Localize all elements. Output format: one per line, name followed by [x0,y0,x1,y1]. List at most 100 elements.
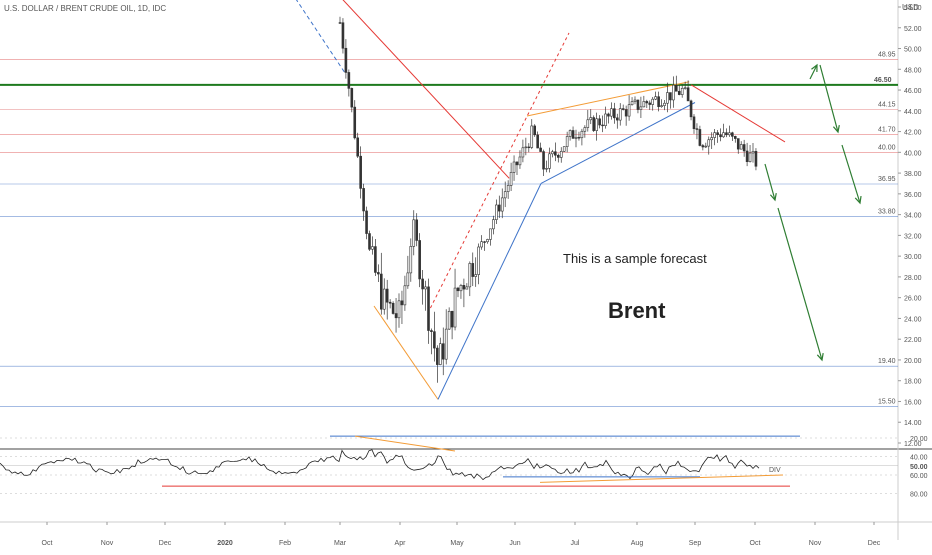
candle-body [489,228,492,240]
candle-body [636,99,640,110]
y-tick-label: 32.00 [904,233,922,240]
trendlines [295,0,786,400]
forecast-arrow-1-head [832,125,840,134]
candle-body [698,129,702,146]
candle-body [530,125,534,148]
candle-body [371,246,374,250]
y-tick-label: 42.00 [904,130,922,137]
candle-body [551,151,554,155]
x-tick-label: Feb [279,540,291,547]
candle-body [465,286,469,290]
candle-body [613,108,616,119]
level-label: 46.50 [874,77,892,84]
candle-body [733,136,737,139]
candle-body [344,47,348,73]
x-tick-label: May [450,540,464,547]
y-tick-label: 46.00 [904,88,922,95]
candle-body [415,219,419,241]
candle-body [680,87,684,95]
forecast-arrow-1 [819,64,839,133]
candle-body [512,161,516,173]
candle-body [353,106,357,139]
y-tick-label: 38.00 [904,171,922,178]
candle-body [710,137,714,141]
y-tick-label: 36.00 [904,192,922,199]
y-tick-label: 12.00 [904,441,922,448]
candle-body [468,263,472,288]
candle-body [503,191,507,199]
candle-body [548,153,551,169]
candle-body [716,132,719,136]
candle-body [492,219,495,230]
y-tick-label: 30.00 [904,254,922,261]
level-label: 48.95 [878,51,896,58]
candle-body [444,328,448,360]
candle-body [751,151,755,154]
price-axis: 54.00 52.00 50.00 48.00 46.00 44.00 42.00 40.00… [898,5,922,448]
x-tick-label: Nov [809,540,822,547]
candle-body [341,22,345,49]
x-tick-label: Oct [750,540,761,547]
x-tick-label: Oct [42,540,53,547]
candle-body [471,263,475,277]
candle-body [669,92,672,101]
candle-body [374,246,377,273]
candle-body [713,132,716,138]
candle-body [651,98,655,105]
level-label: 40.00 [878,144,896,151]
candle-body [663,102,666,106]
candle-body [728,132,731,136]
candle-body [618,108,622,121]
y-tick-label: 48.00 [904,67,922,74]
candle-body [500,197,504,212]
osc-tick-label: 50.00 [910,464,928,471]
resistance-downtrend [342,0,510,179]
candle-body [527,146,531,149]
candle-body [689,100,693,118]
candle-body [459,285,463,292]
candle-body [497,204,501,212]
level-label: 15.50 [878,399,896,406]
candle-body [430,330,433,332]
candle-body [610,108,613,117]
candle-body [654,96,657,100]
candle-body [554,151,557,156]
currency-label: USD [902,3,919,12]
candle-body [704,145,708,148]
candle-body [559,151,563,158]
candle-body [403,285,407,306]
candle-body [450,310,454,328]
oscillator-line [0,449,760,481]
candle-body [604,113,607,126]
candle-body [406,272,410,287]
candle-body [666,92,669,104]
oscillator-pane: 80.00 60.00 50.00 40.00 20.00 [0,435,928,499]
candle-body [639,106,643,110]
x-tick-label: Jul [571,540,580,547]
candle-body [418,240,421,280]
candle-body [642,101,646,108]
candle-body [486,239,489,243]
candle-body [539,147,542,152]
candle-body [648,102,652,105]
candle-body [672,84,675,101]
candle-body [359,155,362,189]
osc-tick-label: 40.00 [910,455,928,462]
candle-body [660,105,663,107]
divergence-label: DIV [769,467,781,474]
candle-body [645,101,649,104]
level-labels: 48.95 46.50 44.15 41.70 40.00 36.95 33.80 19.40… [874,51,896,405]
candle-body [441,343,445,360]
y-tick-label: 26.00 [904,296,922,303]
candles [338,16,758,383]
candle-body [731,132,734,137]
support-line-1 [373,305,439,400]
candle-body [742,144,746,152]
y-tick-label: 40.00 [904,150,922,157]
forecast-arrow-up-head [811,63,818,73]
candle-body [630,101,634,106]
rising-wedge-bottom [540,102,696,184]
candle-body [621,108,625,110]
